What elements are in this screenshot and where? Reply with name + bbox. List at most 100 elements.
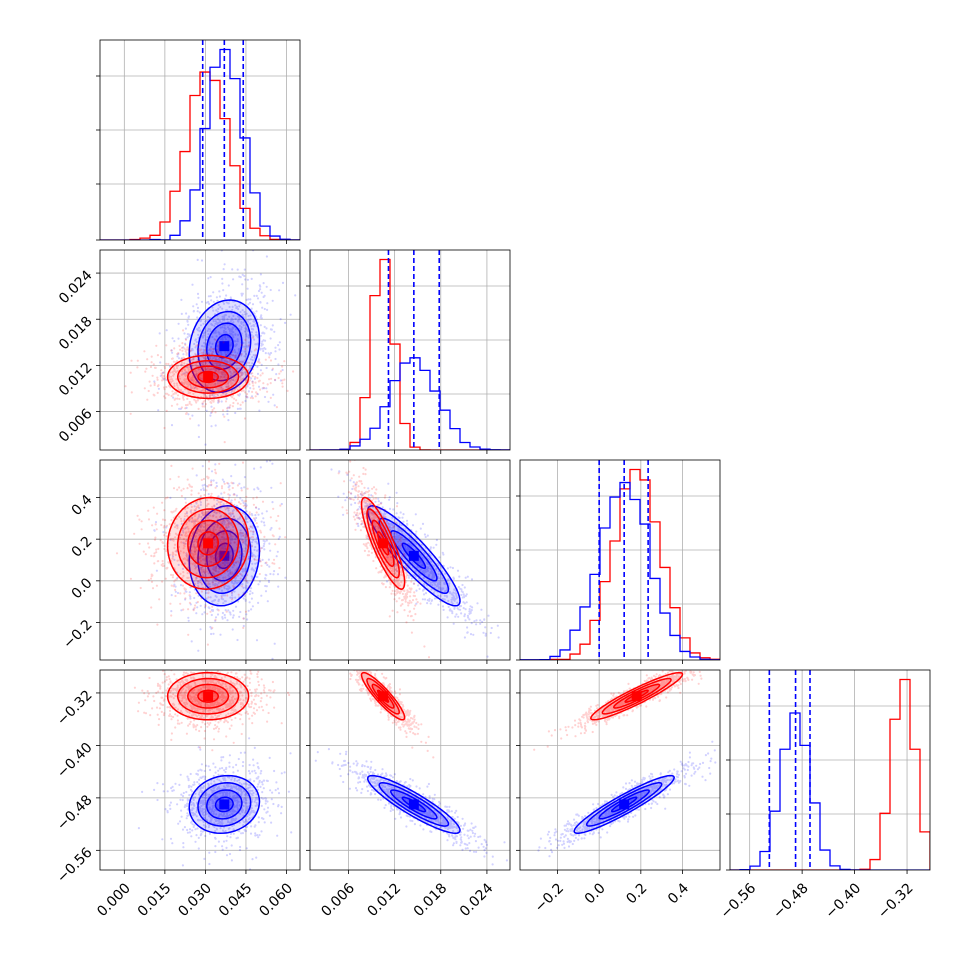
panel-2-2 [516, 459, 721, 664]
x-tick-label: 0.0 [582, 880, 609, 907]
panel-3-3: −0.56 −0.48 −0.40 −0.32 [718, 669, 931, 922]
contour-red [366, 677, 400, 715]
panel-1-0: 0.006 0.012 0.018 0.024 [56, 249, 301, 454]
contour-blue [206, 322, 243, 370]
x-tick-label: 0.045 [216, 880, 256, 920]
contour-red [376, 531, 390, 556]
density-peak-red [378, 538, 389, 549]
x-tick-label: −0.48 [770, 880, 812, 922]
y-tick-label: −0.56 [54, 845, 96, 887]
y-tick-label: 0.024 [56, 267, 96, 307]
contour-red [187, 519, 230, 567]
x-tick-label: 0.006 [318, 880, 358, 920]
panel-2-1 [306, 459, 511, 664]
contour-blue [610, 796, 638, 813]
x-tick-label: −0.32 [875, 880, 917, 922]
x-tick-label: −0.40 [823, 880, 865, 922]
y-tick-label: −0.40 [54, 740, 96, 782]
contour-red [601, 677, 672, 715]
density-peak-blue [408, 550, 419, 561]
density-peak-red [631, 691, 642, 702]
contour-blue [188, 299, 261, 394]
x-tick-label: 0.4 [665, 880, 692, 907]
x-tick-label: 0.000 [94, 880, 134, 920]
contour-red [590, 671, 684, 721]
y-tick-label: −0.48 [54, 792, 96, 834]
panel-3-1: 0.006 0.012 0.018 0.024 [306, 669, 511, 920]
contour-blue [197, 782, 252, 827]
panel-frame [309, 459, 511, 661]
y-tick-label: 0.0 [69, 575, 96, 602]
density-peak-blue [408, 799, 419, 810]
contour-red [613, 683, 661, 709]
x-tick-label: 0.030 [175, 880, 215, 920]
histogram-blue [310, 357, 510, 450]
contour-blue [598, 789, 650, 820]
contour-red [166, 354, 250, 400]
histogram-red [730, 678, 930, 870]
contour-red [624, 689, 649, 703]
contour-red [197, 370, 219, 384]
contour-blue [366, 774, 461, 835]
contour-blue [214, 796, 234, 813]
contour-blue [401, 542, 427, 570]
contour-red [197, 531, 219, 556]
x-tick-label: 0.024 [457, 880, 497, 920]
contour-blue [378, 782, 450, 827]
contour-red [166, 496, 250, 590]
x-tick-label: −0.2 [532, 880, 567, 915]
y-tick-label: −0.32 [54, 687, 96, 729]
contour-red [366, 508, 400, 579]
panel-1-1 [306, 249, 511, 454]
histogram-blue [100, 48, 300, 240]
density-peak-blue [219, 341, 230, 352]
scatter-red [115, 460, 300, 646]
contour-red [176, 677, 240, 715]
contour-red [176, 360, 240, 394]
contour-blue [214, 333, 234, 359]
y-tick-label: 0.006 [56, 406, 96, 446]
contour-blue [206, 789, 243, 820]
panel-frame [99, 249, 301, 451]
density-peak-red [203, 538, 214, 549]
contour-blue [197, 310, 252, 382]
contour-red [360, 671, 406, 721]
panel-frame [99, 39, 301, 241]
histogram-blue [520, 481, 720, 660]
panel-frame [309, 669, 511, 871]
contour-blue [390, 789, 438, 820]
x-tick-label: 0.060 [256, 880, 296, 920]
histogram-red [520, 468, 720, 660]
x-tick-label: 0.2 [623, 880, 650, 907]
panel-frame [519, 459, 721, 661]
contour-red [371, 519, 395, 567]
contour-red [176, 508, 240, 579]
y-tick-label: −0.2 [60, 617, 95, 652]
y-tick-label: 0.012 [56, 360, 96, 400]
x-tick-label: 0.012 [365, 880, 405, 920]
histogram-red [310, 258, 510, 450]
y-tick-label: 0.018 [56, 314, 96, 354]
density-peak-blue [619, 799, 630, 810]
contour-red [371, 683, 395, 709]
contour-blue [585, 782, 663, 827]
histogram-blue [730, 712, 930, 870]
contour-red [197, 689, 219, 703]
panel-0-0 [96, 39, 301, 244]
panel-frame [99, 459, 301, 661]
panel-frame [519, 669, 721, 871]
contour-blue [366, 505, 461, 607]
panel-3-2: −0.2 0.0 0.2 0.4 [516, 669, 721, 916]
density-peak-red [203, 691, 214, 702]
histogram-red [100, 71, 300, 240]
y-tick-label: 0.2 [69, 534, 96, 561]
panel-frame [729, 669, 931, 871]
density-peak-blue [219, 799, 230, 810]
panel-3-0: 0.000 0.015 0.030 0.045 0.060 −0.56 −0.48 −0.40… [54, 669, 301, 920]
panel-frame [99, 669, 301, 871]
contour-red [360, 496, 406, 590]
x-tick-label: 0.015 [135, 880, 175, 920]
y-tick-label: 0.4 [69, 492, 96, 519]
contour-blue [573, 774, 675, 834]
x-tick-label: −0.56 [718, 880, 760, 922]
